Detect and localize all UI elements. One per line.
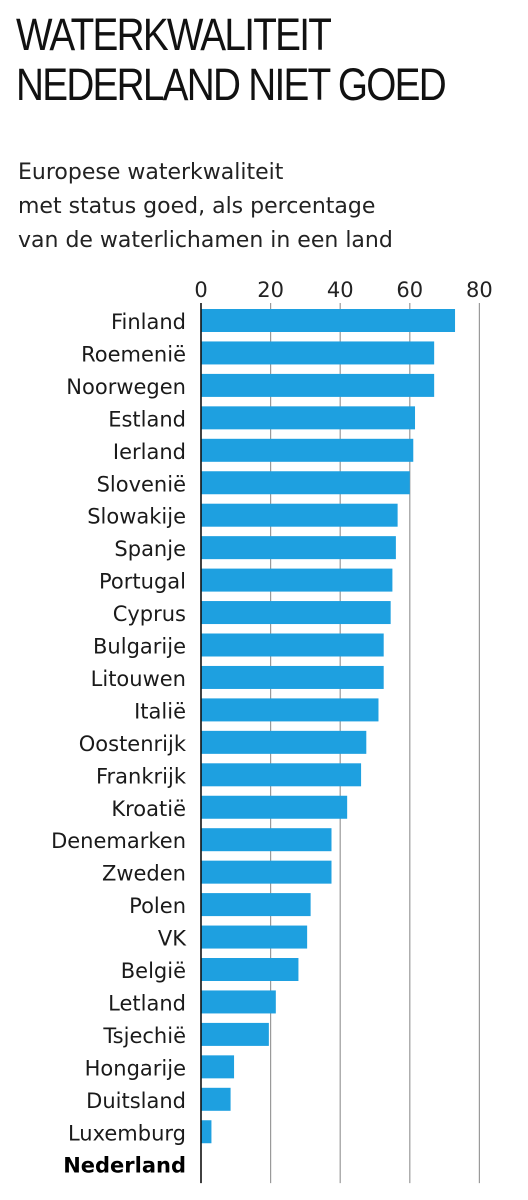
bar-3 — [201, 406, 416, 430]
bar-10 — [201, 633, 384, 657]
bar-2 — [201, 373, 435, 397]
bar-22 — [201, 1022, 269, 1046]
category-label-19: VK — [158, 927, 187, 951]
chart-subtitle-line-1: Europese waterkwaliteit — [18, 160, 284, 185]
category-label-21: Letland — [108, 991, 186, 1015]
category-label-11: Litouwen — [91, 667, 186, 691]
category-label-14: Frankrijk — [96, 764, 187, 788]
bar-7 — [201, 536, 396, 560]
bar-5 — [201, 471, 410, 495]
category-label-5: Slovenië — [97, 472, 186, 496]
x-tick-label-60: 60 — [396, 278, 423, 302]
category-label-23: Hongarije — [85, 1056, 186, 1080]
category-label-12: Italië — [134, 699, 186, 723]
x-tick-label-40: 40 — [327, 278, 354, 302]
chart-title-line-1: WATERKWALITEIT — [16, 9, 332, 60]
chart-title: WATERKWALITEIT NEDERLAND NIET GOED — [16, 9, 447, 110]
bar-11 — [201, 665, 384, 689]
bar-0 — [201, 309, 456, 332]
bar-4 — [201, 438, 414, 462]
category-label-10: Bulgarije — [93, 635, 186, 659]
chart-subtitle: Europese waterkwaliteit met status goed,… — [18, 156, 518, 258]
bar-6 — [201, 503, 398, 527]
category-label-18: Polen — [129, 894, 186, 918]
chart-subtitle-line-3: van de waterlichamen in een land — [18, 228, 393, 253]
x-tick-label-20: 20 — [257, 278, 284, 302]
category-label-3: Estland — [108, 407, 186, 431]
category-label-26: Nederland — [63, 1154, 186, 1178]
category-label-25: Luxemburg — [68, 1121, 186, 1145]
bar-23 — [201, 1055, 235, 1079]
bar-21 — [201, 990, 276, 1014]
category-label-6: Slowakije — [87, 505, 186, 529]
bar-18 — [201, 893, 311, 917]
category-label-15: Kroatië — [111, 797, 186, 821]
chart-subtitle-line-2: met status goed, als percentage — [18, 194, 376, 219]
bar-8 — [201, 568, 393, 592]
bar-12 — [201, 698, 379, 722]
bar-9 — [201, 601, 391, 625]
bar-17 — [201, 860, 332, 884]
category-label-9: Cyprus — [113, 602, 186, 626]
category-label-0: Finland — [111, 310, 186, 334]
x-tick-label-0: 0 — [194, 278, 207, 302]
chart-title-line-2: NEDERLAND NIET GOED — [16, 59, 447, 110]
bar-14 — [201, 763, 362, 787]
bar-24 — [201, 1087, 231, 1111]
category-label-1: Roemenië — [81, 342, 186, 366]
category-label-17: Zweden — [102, 862, 186, 886]
category-label-22: Tsjechië — [102, 1024, 186, 1048]
category-label-16: Denemarken — [51, 829, 186, 853]
bar-13 — [201, 730, 367, 754]
category-label-7: Spanje — [114, 537, 186, 561]
bar-1 — [201, 341, 435, 365]
bar-19 — [201, 925, 308, 949]
category-label-20: België — [121, 959, 186, 983]
category-label-4: Ierland — [113, 440, 186, 464]
category-label-8: Portugal — [99, 570, 186, 594]
category-label-24: Duitsland — [86, 1089, 186, 1113]
category-label-2: Noorwegen — [66, 375, 186, 399]
x-tick-label-80: 80 — [466, 278, 493, 302]
category-label-13: Oostenrijk — [79, 732, 187, 756]
bar-15 — [201, 795, 348, 819]
bar-16 — [201, 828, 332, 852]
bar-20 — [201, 958, 299, 981]
bar-25 — [201, 1120, 212, 1144]
